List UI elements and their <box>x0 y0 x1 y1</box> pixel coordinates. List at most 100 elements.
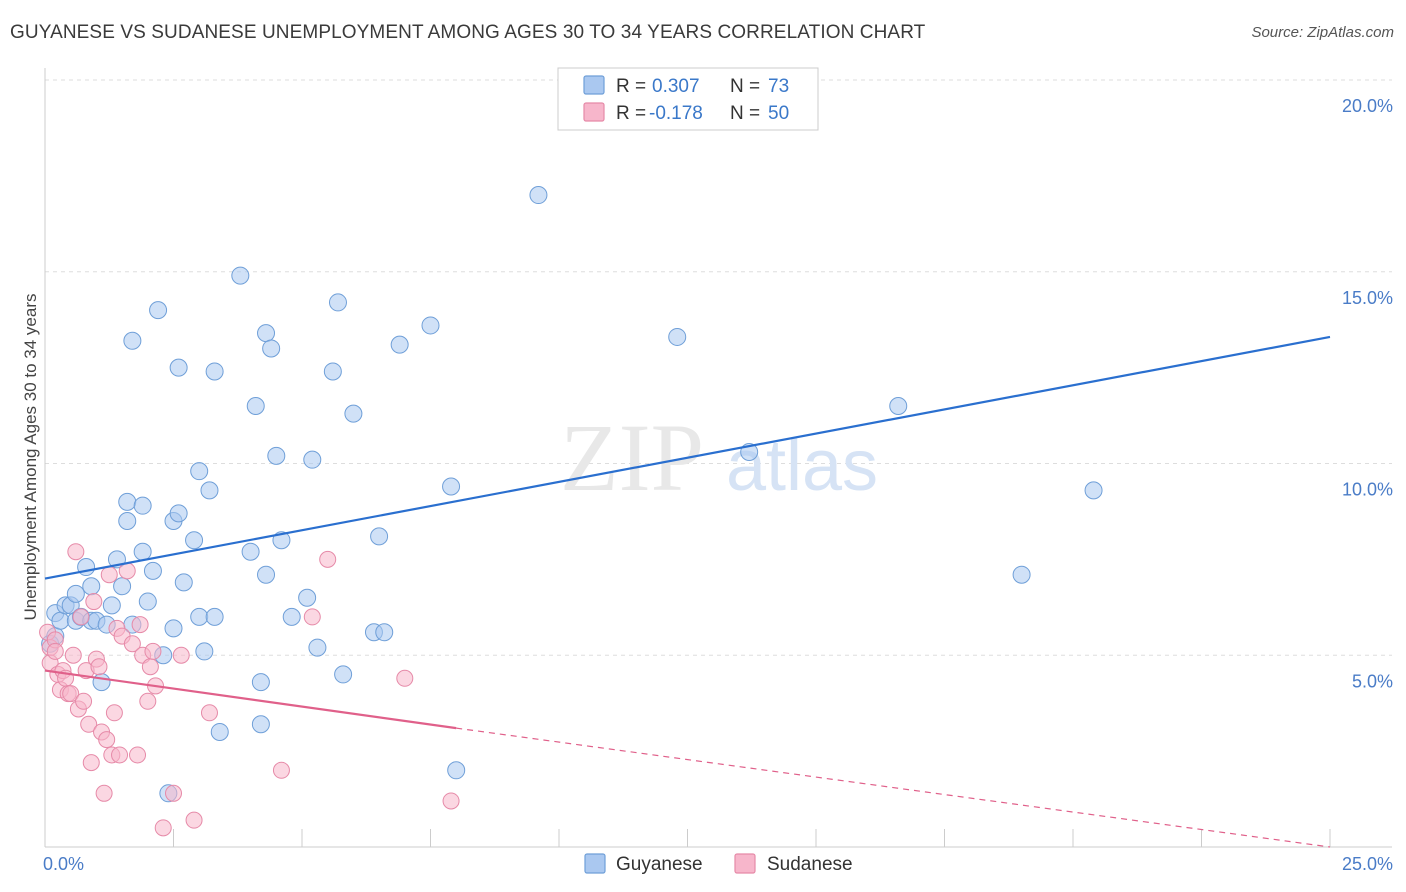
guyanese-point <box>1084 481 1103 500</box>
guyanese-point <box>529 186 548 205</box>
guyanese-point <box>282 607 301 626</box>
sudanese-point <box>131 616 149 634</box>
guyanese-point <box>143 561 162 580</box>
chart-title: GUYANESE VS SUDANESE UNEMPLOYMENT AMONG … <box>10 22 926 43</box>
sudanese-point <box>85 593 103 611</box>
guyanese-point <box>447 761 466 780</box>
sudanese-point <box>46 642 64 660</box>
guyanese-point <box>164 619 183 638</box>
sudanese-point <box>129 746 147 764</box>
sudanese-point <box>98 731 116 749</box>
sudanese-point <box>72 608 90 626</box>
series-legend-swatch-guyanese <box>584 853 606 874</box>
sudanese-point <box>123 635 141 653</box>
guyanese-point <box>421 316 440 335</box>
guyanese-trend-line <box>44 335 1331 580</box>
legend-swatch-sudanese <box>583 102 605 122</box>
guyanese-point <box>123 331 142 350</box>
sudanese-point <box>303 608 321 626</box>
watermark-zip: ZIP <box>560 404 704 511</box>
guyanese-point <box>92 673 111 692</box>
guyanese-point <box>205 362 224 381</box>
guyanese-point <box>334 665 353 684</box>
y-axis-label: Unemployment Among Ages 30 to 34 years <box>21 294 40 621</box>
legend-r-value: -0.178 <box>649 103 703 124</box>
guyanese-point <box>190 462 209 481</box>
sudanese-point <box>100 566 118 584</box>
guyanese-point <box>149 301 168 320</box>
legend-n-value: 73 <box>768 76 789 97</box>
legend-n-label: N = <box>730 76 760 97</box>
sudanese-point <box>200 704 218 722</box>
guyanese-point <box>241 542 260 561</box>
legend-n-value: 50 <box>768 103 789 124</box>
guyanese-point <box>231 266 250 285</box>
guyanese-point <box>251 673 270 692</box>
sudanese-point <box>118 562 136 580</box>
legend-r-label: R = <box>616 103 646 124</box>
guyanese-point <box>82 577 101 596</box>
guyanese-point <box>375 623 394 642</box>
guyanese-point <box>210 722 229 741</box>
legend-r-label: R = <box>616 76 646 97</box>
x-tick-label: 0.0% <box>43 854 84 874</box>
guyanese-point <box>303 450 322 469</box>
sudanese-point <box>442 792 460 810</box>
trend-lines <box>44 335 1331 848</box>
guyanese-point <box>262 339 281 358</box>
series-legend-label-guyanese: Guyanese <box>616 854 703 875</box>
guyanese-point <box>102 596 121 615</box>
guyanese-point <box>185 531 204 550</box>
guyanese-point <box>323 362 342 381</box>
x-tick-label: 25.0% <box>1342 854 1393 874</box>
grid-lines <box>45 79 1392 656</box>
y-tick-label: 10.0% <box>1342 480 1393 500</box>
guyanese-point <box>195 642 214 661</box>
guyanese-point <box>118 492 137 511</box>
guyanese-point <box>370 527 389 546</box>
guyanese-point <box>668 327 687 346</box>
sudanese-point <box>319 550 337 568</box>
series-legend: Guyanese Sudanese <box>584 853 853 875</box>
sudanese-point <box>90 658 108 676</box>
guyanese-point <box>267 446 286 465</box>
sudanese-trend-extension <box>456 727 1331 848</box>
correlation-legend: R = 0.307 N = 73 R = -0.178 N = 50 <box>557 67 819 131</box>
guyanese-point <box>390 335 409 354</box>
y-tick-label: 20.0% <box>1342 96 1393 116</box>
guyanese-point <box>328 293 347 312</box>
sudanese-point <box>141 658 159 676</box>
guyanese-point <box>169 358 188 377</box>
source-credit: Source: ZipAtlas.com <box>1251 24 1394 41</box>
guyanese-points <box>41 186 1103 803</box>
guyanese-point <box>251 715 270 734</box>
y-tick-label: 5.0% <box>1352 671 1393 691</box>
guyanese-point <box>257 324 276 343</box>
sudanese-point <box>154 819 172 837</box>
sudanese-point <box>75 692 93 710</box>
watermark: ZIP atlas <box>560 404 878 511</box>
sudanese-point <box>111 746 129 764</box>
legend-r-value: 0.307 <box>652 76 700 97</box>
series-legend-swatch-sudanese <box>734 853 756 874</box>
sudanese-trend-line <box>44 669 457 730</box>
guyanese-point <box>200 481 219 500</box>
sudanese-point <box>62 685 80 703</box>
sudanese-point <box>67 543 85 561</box>
guyanese-point <box>51 611 70 630</box>
sudanese-point <box>105 704 123 722</box>
guyanese-point <box>889 396 908 415</box>
sudanese-point <box>139 692 157 710</box>
guyanese-point <box>442 477 461 496</box>
guyanese-point <box>133 496 152 515</box>
guyanese-point <box>66 584 85 603</box>
guyanese-point <box>257 565 276 584</box>
sudanese-point <box>396 669 414 687</box>
y-tick-label: 15.0% <box>1342 288 1393 308</box>
guyanese-point <box>113 577 132 596</box>
guyanese-point <box>344 404 363 423</box>
guyanese-point <box>308 638 327 657</box>
guyanese-point <box>1012 565 1031 584</box>
sudanese-point <box>95 784 113 802</box>
